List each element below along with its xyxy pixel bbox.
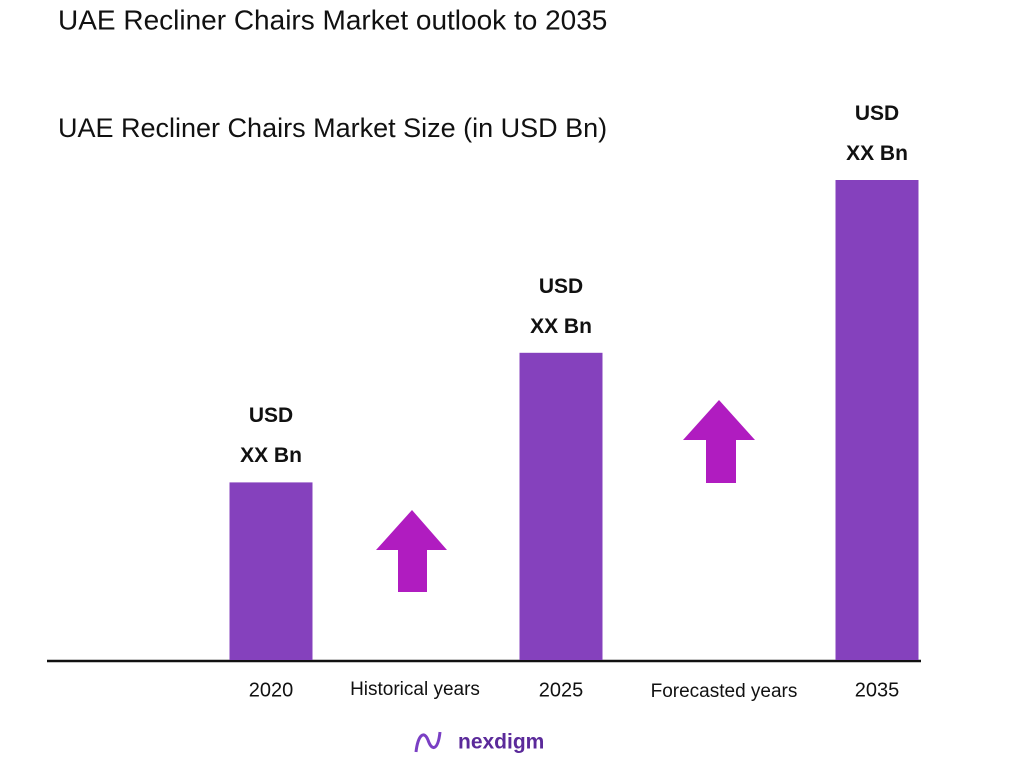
growth-arrow: [376, 510, 447, 592]
bar: [229, 482, 313, 660]
bar: [519, 352, 603, 660]
value-label: USD XX Bn: [240, 404, 302, 468]
x-tick-label: 2020: [249, 679, 294, 701]
annotation: Historical years: [350, 679, 480, 700]
chart-title: UAE Recliner Chairs Market outlook to 20…: [58, 4, 607, 35]
chart-subtitle: UAE Recliner Chairs Market Size (in USD …: [58, 113, 607, 143]
annotation: Forecasted years: [651, 681, 798, 702]
bar: [835, 180, 919, 660]
brand-logo: [414, 731, 442, 753]
value-label: USD XX Bn: [846, 102, 908, 165]
value-label: USD XX Bn: [530, 274, 592, 338]
brand-name: nexdigm: [458, 731, 544, 754]
growth-arrow: [683, 400, 755, 483]
x-tick-label: 2025: [539, 679, 584, 701]
x-tick-label: 2035: [855, 679, 900, 701]
